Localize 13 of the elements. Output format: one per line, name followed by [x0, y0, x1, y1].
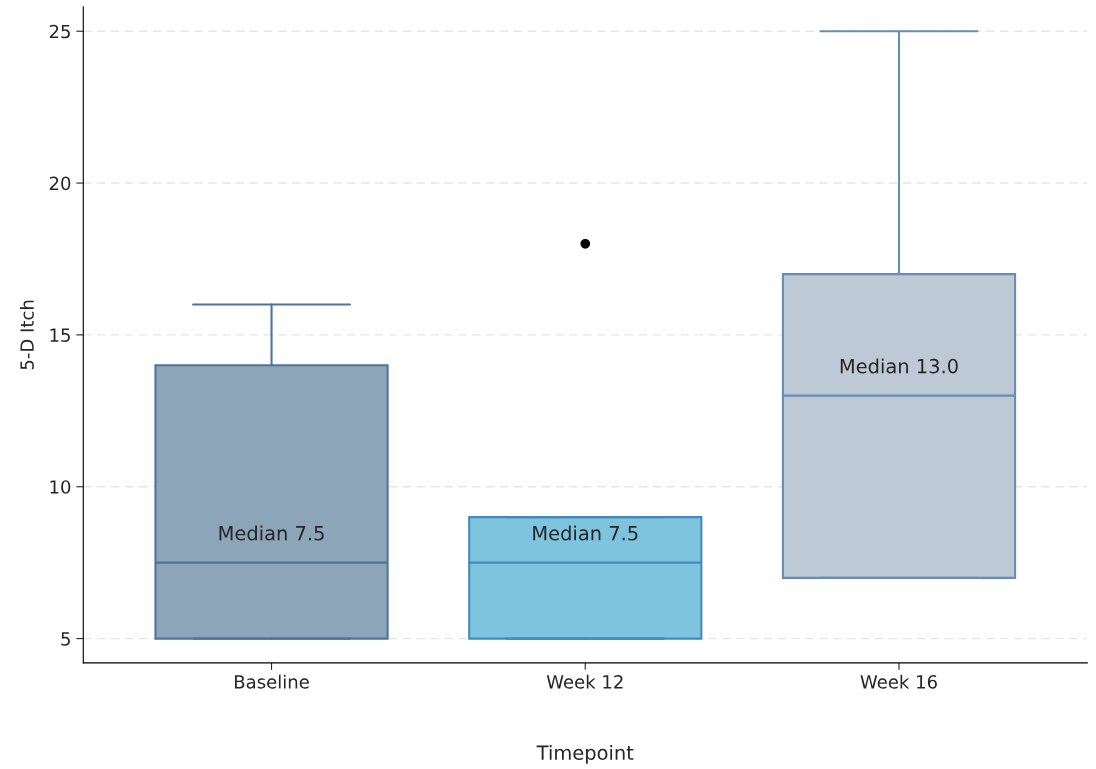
y-tick-label: 15 — [50, 328, 70, 343]
x-tick-label: Week 16 — [860, 674, 937, 689]
y-tick-label: 25 — [49, 24, 70, 39]
y-tick-label: 5 — [61, 632, 70, 646]
y-axis-title: 5-D Itch — [19, 300, 34, 370]
annotation: Median 13.0 — [840, 358, 958, 374]
x-tick-label: Week 12 — [546, 674, 623, 689]
x-axis-title: Timepoint — [536, 744, 634, 764]
annotation: Median 7.5 — [533, 525, 638, 541]
annotation: Median 7.5 — [219, 525, 324, 541]
y-tick-label: 20 — [49, 176, 71, 191]
y-tick-label: 10 — [50, 480, 71, 494]
x-tick-label: Baseline — [235, 674, 309, 689]
